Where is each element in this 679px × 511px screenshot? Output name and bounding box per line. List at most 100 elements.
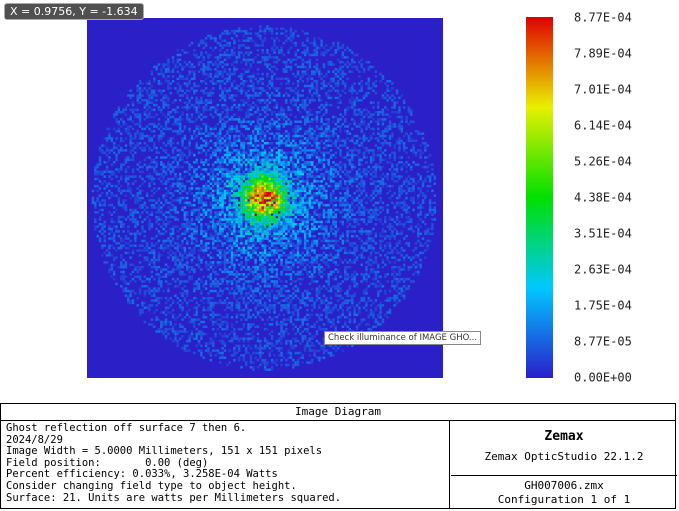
pixel xyxy=(228,211,231,214)
pixel xyxy=(256,99,260,102)
pixel xyxy=(318,70,321,73)
pixel xyxy=(419,187,422,190)
pixel xyxy=(176,163,180,166)
pixel xyxy=(249,58,253,62)
pixel xyxy=(277,39,281,42)
pixel xyxy=(301,115,304,119)
pixel xyxy=(148,87,151,90)
pixel xyxy=(138,125,142,128)
pixel xyxy=(329,84,333,88)
pixel xyxy=(136,230,139,233)
pixel xyxy=(195,99,198,102)
pixel xyxy=(275,230,279,233)
pixel xyxy=(409,120,413,123)
pixel xyxy=(409,113,413,116)
pixel xyxy=(176,184,180,188)
pixel xyxy=(369,115,373,119)
pixel xyxy=(171,215,175,219)
pixel xyxy=(233,141,236,145)
pixel xyxy=(193,199,196,202)
pixel xyxy=(190,175,194,178)
pixel xyxy=(207,125,210,128)
pixel xyxy=(306,232,309,236)
pixel xyxy=(336,139,340,143)
pixel xyxy=(407,187,411,190)
pixel xyxy=(266,165,269,169)
pixel xyxy=(178,99,182,102)
pixel xyxy=(211,175,215,178)
pixel xyxy=(216,177,220,181)
pixel xyxy=(339,220,342,224)
pixel xyxy=(329,60,333,64)
pixel xyxy=(308,132,312,135)
pixel xyxy=(174,146,177,150)
pixel xyxy=(320,72,323,76)
pixel xyxy=(214,189,217,193)
pixel xyxy=(138,165,142,169)
pixel xyxy=(98,223,102,226)
pixel xyxy=(306,182,309,185)
pixel xyxy=(204,41,208,45)
pixel xyxy=(150,225,154,228)
pixel xyxy=(398,139,401,143)
pixel xyxy=(261,29,264,33)
pixel xyxy=(211,91,215,95)
pixel xyxy=(263,63,267,66)
pixel xyxy=(315,227,319,231)
pixel xyxy=(230,53,234,57)
pixel xyxy=(252,75,255,78)
pixel xyxy=(379,110,382,114)
pixel xyxy=(362,182,366,185)
pixel xyxy=(228,215,231,219)
pixel xyxy=(193,211,196,214)
pixel xyxy=(244,206,248,209)
pixel xyxy=(388,161,392,164)
pixel xyxy=(313,139,316,143)
pixel xyxy=(315,113,319,116)
pixel xyxy=(310,225,314,228)
pixel xyxy=(204,144,208,147)
pixel xyxy=(155,163,158,166)
pixel xyxy=(426,165,429,169)
pixel xyxy=(273,168,276,171)
pixel xyxy=(249,151,253,154)
pixel xyxy=(273,227,276,231)
pixel xyxy=(374,180,378,183)
pixel xyxy=(103,201,106,205)
pixel xyxy=(254,172,257,176)
pixel xyxy=(275,189,279,193)
pixel xyxy=(280,223,283,226)
pixel xyxy=(160,89,163,92)
pixel xyxy=(296,65,300,69)
pixel xyxy=(240,132,243,135)
pixel xyxy=(315,51,319,54)
pixel xyxy=(197,208,201,212)
pixel xyxy=(120,132,123,135)
pixel xyxy=(388,134,392,138)
pixel xyxy=(129,89,132,92)
pixel xyxy=(167,163,170,166)
pixel xyxy=(127,130,130,133)
pixel xyxy=(202,189,205,193)
pixel xyxy=(289,87,293,90)
pixel xyxy=(207,194,210,197)
pixel xyxy=(207,141,210,145)
pixel xyxy=(322,63,326,66)
pixel xyxy=(287,187,290,190)
pixel xyxy=(178,75,182,78)
pixel xyxy=(388,127,392,131)
pixel xyxy=(254,94,257,97)
pixel xyxy=(219,203,222,207)
pixel xyxy=(117,203,121,207)
pixel xyxy=(263,177,267,181)
pixel xyxy=(273,213,276,216)
pixel xyxy=(162,132,165,135)
pixel xyxy=(343,118,347,121)
pixel xyxy=(289,170,293,174)
pixel xyxy=(244,223,248,226)
pixel xyxy=(327,232,330,236)
pixel xyxy=(379,158,382,162)
pixel xyxy=(254,199,257,202)
pixel xyxy=(202,203,205,207)
pixel xyxy=(112,146,116,150)
